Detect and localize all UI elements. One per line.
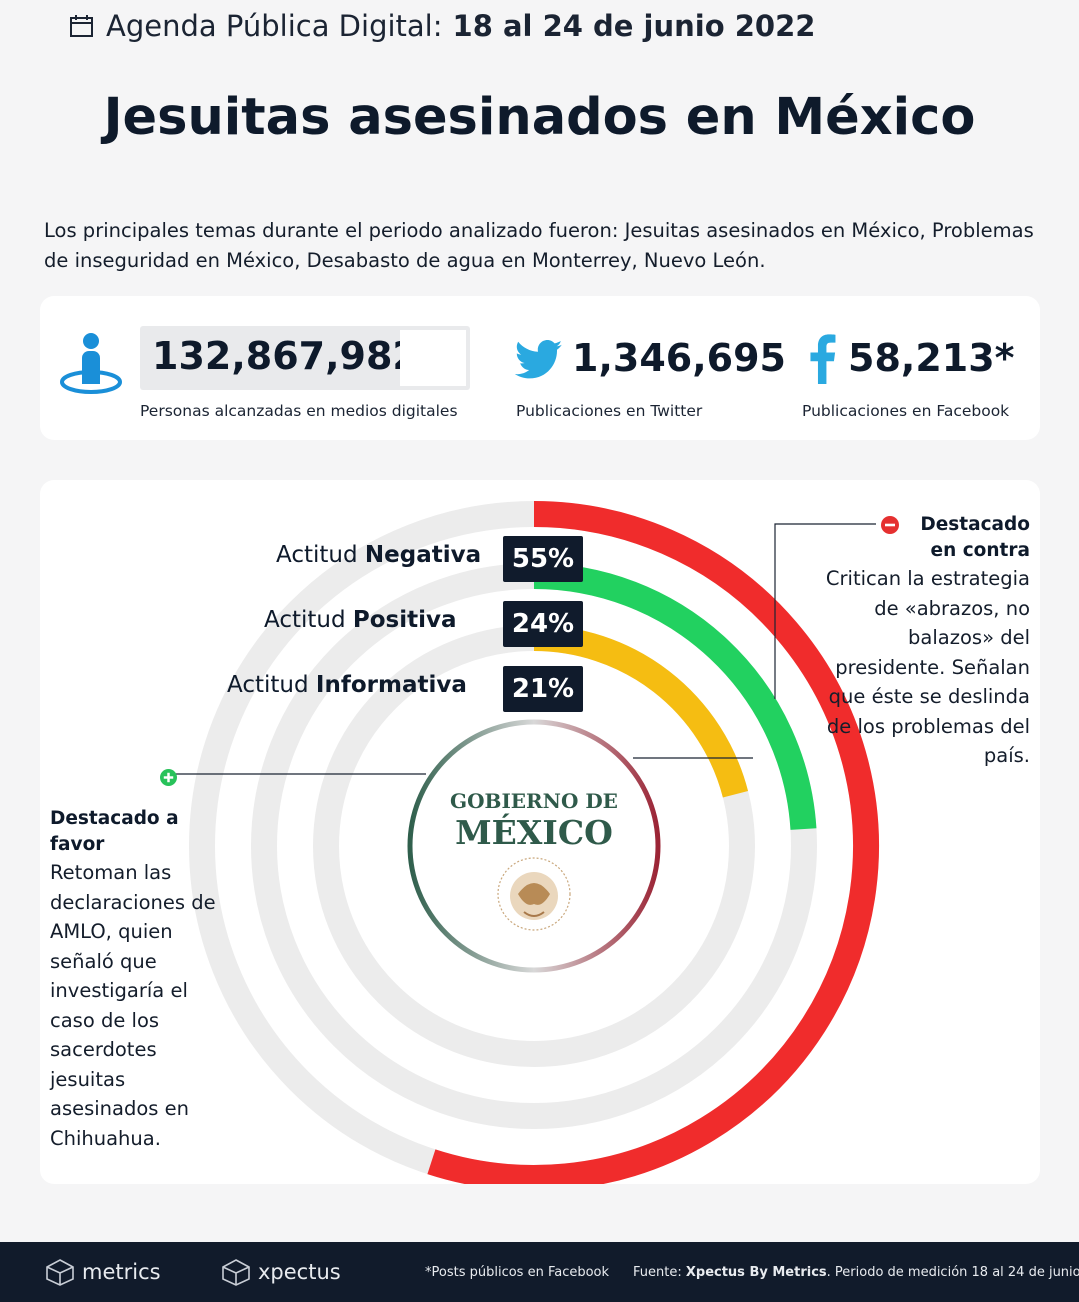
- against-text: Critican la estrategia de «abrazos, no b…: [825, 567, 1030, 767]
- cube-logo-icon: [222, 1259, 250, 1286]
- sentiment-radial-chart: GOBIERNO DE MÉXICO: [176, 501, 879, 1184]
- bar-negativa: [427, 501, 879, 1184]
- sentiment-chart-card: GOBIERNO DE MÉXICO Actitud Negativa 55% …: [40, 480, 1040, 1184]
- label-negativa: Actitud Negativa: [276, 542, 482, 568]
- twitter-value: 1,346,695: [572, 336, 786, 380]
- logo-line2: MÉXICO: [455, 812, 613, 852]
- page-title: Jesuitas asesinados en México: [103, 88, 976, 147]
- xpectus-logo-text: xpectus: [258, 1260, 341, 1284]
- footer-source: Fuente: Xpectus By Metrics. Periodo de m…: [633, 1265, 1079, 1280]
- label-informativa: Actitud Informativa: [227, 672, 467, 698]
- reach-value-box-blank: [400, 330, 466, 386]
- facebook-value: 58,213*: [848, 336, 1015, 380]
- reach-value-box: 132,867,982: [140, 326, 470, 390]
- mexico-seal-icon: [497, 857, 571, 931]
- reach-value: 132,867,982: [152, 334, 419, 378]
- agenda-prefix: Agenda Pública Digital:: [106, 9, 443, 43]
- cube-logo-icon: [46, 1259, 74, 1286]
- favor-callout: Destacado a favor Retoman las declaracio…: [50, 806, 250, 1153]
- pct-positiva: 24%: [503, 601, 583, 647]
- pct-informativa: 21%: [503, 666, 583, 712]
- favor-title-1: Destacado a: [50, 808, 179, 829]
- reach-label: Personas alcanzadas en medios digitales: [140, 402, 458, 420]
- xpectus-logo: xpectus: [220, 1258, 341, 1286]
- plus-circle-icon: [160, 769, 177, 786]
- facebook-icon: [810, 334, 836, 384]
- footer-note: *Posts públicos en Facebook: [425, 1265, 610, 1280]
- label-positiva: Actitud Positiva: [264, 607, 457, 633]
- agenda-dates: 18 al 24 de junio 2022: [452, 9, 816, 43]
- metrics-logo-text: metrics: [82, 1260, 161, 1284]
- against-connector-line: [774, 523, 876, 699]
- bar-positiva: [533, 563, 817, 830]
- against-title-2: en contra: [930, 540, 1030, 561]
- twitter-label: Publicaciones en Twitter: [516, 402, 703, 420]
- metrics-logo: metrics: [44, 1258, 161, 1286]
- intro-text: Los principales temas durante el periodo…: [44, 219, 1034, 272]
- twitter-icon: [514, 340, 563, 379]
- stats-card: 132,867,982 Personas alcanzadas en medio…: [40, 296, 1040, 440]
- gobierno-mexico-logo: GOBIERNO DE MÉXICO: [407, 719, 661, 973]
- footer: metrics xpectus *Posts públicos en Faceb…: [0, 1242, 1079, 1302]
- minus-circle-icon: [881, 516, 899, 534]
- against-callout: Destacado en contra Critican la estrateg…: [800, 512, 1030, 771]
- pct-negativa: 55%: [503, 536, 583, 582]
- favor-text: Retoman las declaraciones de AMLO, quien…: [50, 861, 216, 1150]
- logo-line1: GOBIERNO DE: [450, 789, 618, 813]
- agenda-header: Agenda Pública Digital: 18 al 24 de juni…: [68, 6, 815, 46]
- favor-title-2: favor: [50, 834, 105, 855]
- facebook-label: Publicaciones en Facebook: [802, 402, 1010, 420]
- calendar-icon: [70, 15, 93, 37]
- against-title-1: Destacado: [920, 514, 1030, 535]
- person-icon: [60, 333, 122, 394]
